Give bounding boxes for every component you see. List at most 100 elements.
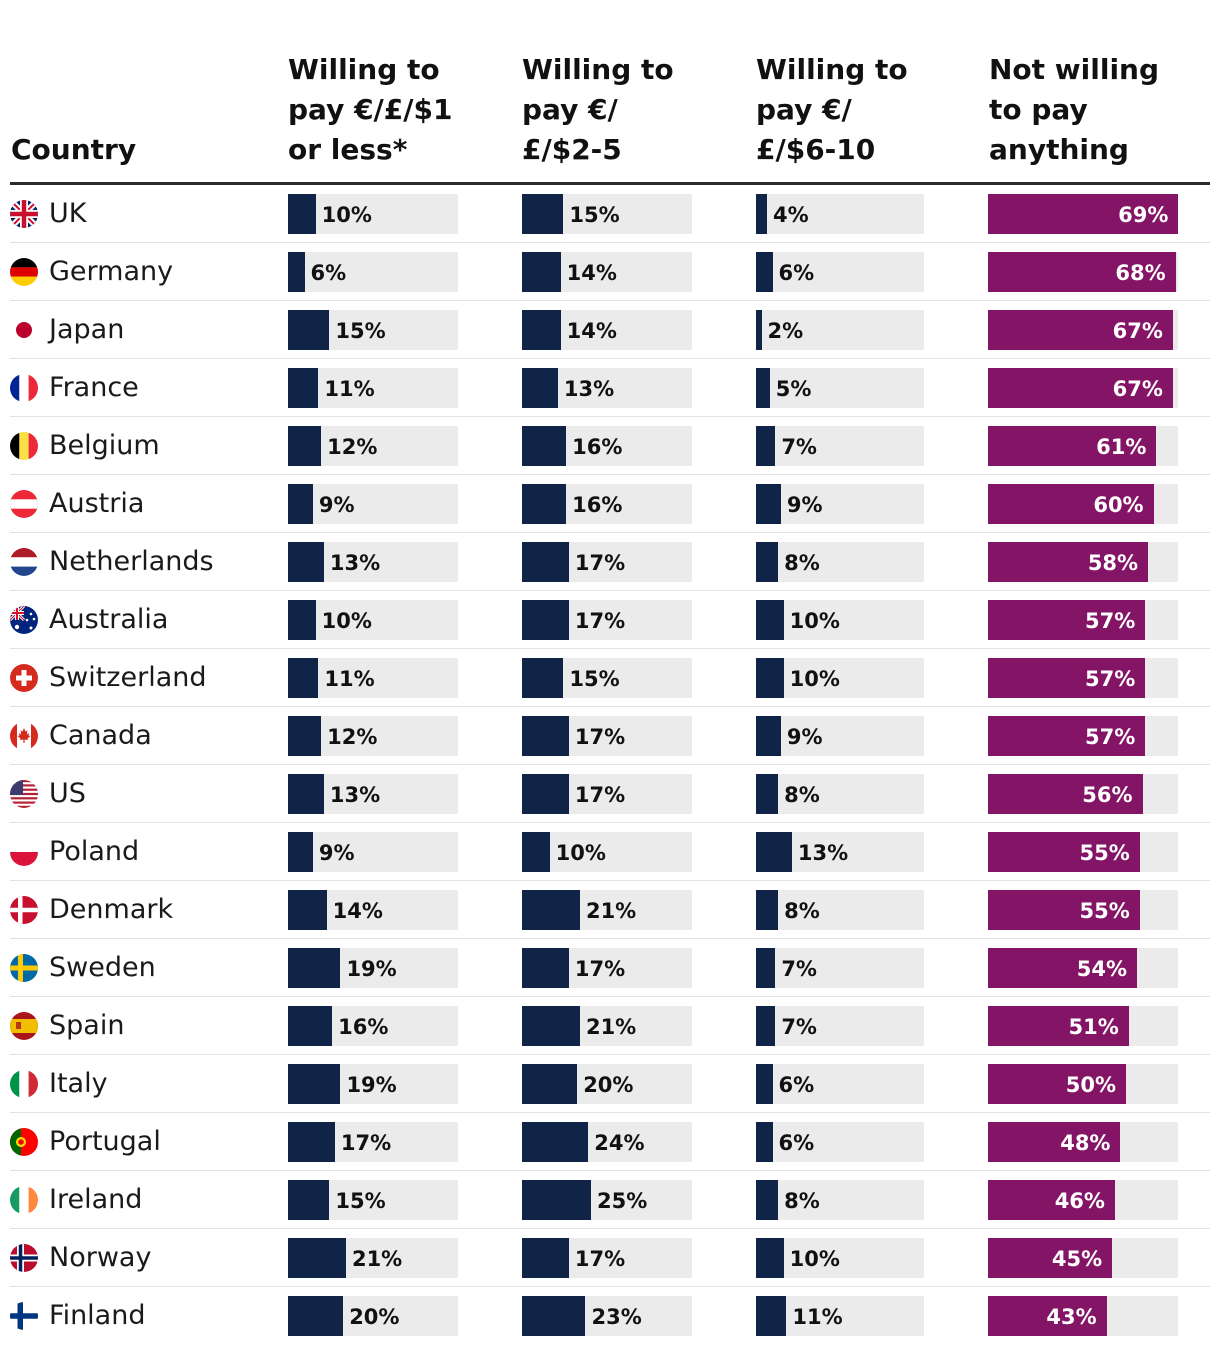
- country-label: Italy: [49, 1068, 108, 1099]
- not-willing-bar: [988, 368, 1173, 408]
- willing-6-10-value-label: 10%: [789, 667, 840, 691]
- willing-1-or-less-track: 19%: [288, 1064, 458, 1104]
- willing-6-10-bar: [756, 1006, 776, 1046]
- willing-2-5-bar: [522, 716, 569, 756]
- willing-2-5-track: 21%: [522, 1006, 692, 1046]
- willing-2-5-bar: [522, 600, 569, 640]
- header-line: pay €/: [756, 93, 852, 126]
- table-row: Germany 6% 14% 6% 68%: [10, 243, 1210, 301]
- willing-1-or-less-value-label: 9%: [318, 841, 355, 865]
- not-willing-track: 57%: [988, 658, 1178, 698]
- not-willing-bar: [988, 600, 1146, 640]
- country-label: Finland: [49, 1300, 146, 1331]
- willing-6-10-track: 13%: [756, 832, 924, 872]
- not-willing-bar: [988, 890, 1140, 930]
- not-willing-value-label: 61%: [1096, 435, 1147, 459]
- willing-2-5-track: 21%: [522, 890, 692, 930]
- willing-1-or-less-bar: [288, 484, 313, 524]
- willing-6-10-bar: [756, 1238, 784, 1278]
- not-willing-track: 69%: [988, 194, 1179, 234]
- country-label: Spain: [49, 1010, 125, 1041]
- willing-6-10-bar: [756, 774, 779, 814]
- not-willing-value-label: 56%: [1082, 783, 1133, 807]
- willing-1-or-less-bar: [288, 832, 313, 872]
- willing-6-10-track: 5%: [756, 368, 924, 408]
- willing-2-5-bar: [522, 890, 580, 930]
- willing-1-or-less-bar: [288, 948, 341, 988]
- willing-2-5-value-label: 16%: [572, 493, 623, 517]
- willing-2-5-value-label: 21%: [585, 1015, 637, 1039]
- willing-1-or-less-bar: [288, 1238, 346, 1278]
- table-row: Australia 10% 17% 10% 57%: [10, 591, 1210, 649]
- willing-6-10-bar: [756, 542, 779, 582]
- willing-6-10-value-label: 10%: [789, 1247, 840, 1271]
- table-row: Poland 9% 10% 13% 55%: [10, 823, 1210, 881]
- not-willing-bar: [988, 948, 1138, 988]
- header-line: pay €/: [522, 93, 618, 126]
- willing-1-or-less-bar: [288, 1180, 330, 1220]
- willing-2-5-value-label: 17%: [574, 1247, 626, 1271]
- country-label: Belgium: [49, 430, 160, 461]
- willing-6-10-value-label: 8%: [784, 783, 820, 807]
- not-willing-track: 54%: [988, 948, 1178, 988]
- country-label: Ireland: [49, 1184, 143, 1215]
- not-willing-track: 51%: [988, 1006, 1178, 1046]
- willing-2-5-bar: [522, 832, 550, 872]
- country-label: UK: [49, 198, 87, 229]
- willing-6-10-bar: [756, 890, 779, 930]
- not-willing-value-label: 67%: [1112, 377, 1163, 401]
- not-willing-value-label: 45%: [1051, 1247, 1103, 1271]
- willing-1-or-less-value-label: 14%: [332, 899, 383, 923]
- willing-1-or-less-value-label: 19%: [346, 1073, 397, 1097]
- willing-6-10-bar: [756, 716, 781, 756]
- not-willing-value-label: 46%: [1054, 1189, 1105, 1213]
- japan-flag-icon: [10, 316, 38, 344]
- willing-1-or-less-value-label: 11%: [324, 667, 375, 691]
- country-label: Poland: [49, 836, 140, 867]
- not-willing-track: 67%: [988, 310, 1178, 350]
- willing-1-or-less-bar: [288, 310, 330, 350]
- not-willing-value-label: 43%: [1046, 1305, 1097, 1329]
- not-willing-bar: [988, 832, 1140, 872]
- not-willing-bar: [988, 426, 1157, 466]
- willing-2-5-track: 16%: [522, 426, 692, 466]
- not-willing-track: 48%: [988, 1122, 1178, 1162]
- willing-1-or-less-bar: [288, 658, 319, 698]
- willing-6-10-bar: [756, 252, 773, 292]
- not-willing-track: 57%: [988, 716, 1178, 756]
- willing-2-5-track: 15%: [522, 194, 692, 234]
- willing-2-5-bar: [522, 194, 564, 234]
- not-willing-track: 45%: [988, 1238, 1178, 1278]
- willing-2-5-value-label: 23%: [591, 1305, 642, 1329]
- willing-1-or-less-track: 6%: [288, 252, 458, 292]
- willing-2-5-bar: [522, 484, 567, 524]
- norway-flag-icon: [10, 1244, 38, 1272]
- willing-6-10-track: 2%: [756, 310, 924, 350]
- willing-6-10-value-label: 13%: [797, 841, 849, 865]
- australia-flag-icon: [10, 606, 38, 634]
- willing-1-or-less-bar: [288, 890, 327, 930]
- country-label: Portugal: [49, 1126, 161, 1157]
- country-label: Australia: [49, 604, 169, 635]
- country-column-header: Country: [11, 48, 271, 170]
- willing-6-10-track: 6%: [756, 1122, 924, 1162]
- willing-6-10-track: 8%: [756, 1180, 924, 1220]
- willing-1-or-less-bar: [288, 194, 316, 234]
- willing-2-5-track: 17%: [522, 1238, 692, 1278]
- willing-2-5-value-label: 21%: [585, 899, 637, 923]
- header-line: pay €/£/$1: [288, 93, 453, 126]
- willing-6-10-value-label: 7%: [781, 1015, 817, 1039]
- not-willing-value-label: 60%: [1093, 493, 1144, 517]
- willing-1-or-less-value-label: 20%: [349, 1305, 400, 1329]
- not-willing-value-label: 57%: [1085, 725, 1136, 749]
- chart-table-body: UK 10% 15% 4% 69% Germany 6% 14% 6% 68% Japan 15% 14…: [10, 185, 1210, 1345]
- not-willing-bar: [988, 1238, 1113, 1278]
- poland-flag-icon: [10, 838, 38, 866]
- willing-2-5-value-label: 15%: [569, 667, 620, 691]
- table-row: Italy 19% 20% 6% 50%: [10, 1055, 1210, 1113]
- not-willing-column-header: Not willing to pay anything: [989, 48, 1199, 170]
- willing-1-or-less-track: 14%: [288, 890, 458, 930]
- not-willing-bar: [988, 484, 1154, 524]
- willing-1-or-less-track: 12%: [288, 716, 458, 756]
- willing-2-5-value-label: 16%: [572, 435, 623, 459]
